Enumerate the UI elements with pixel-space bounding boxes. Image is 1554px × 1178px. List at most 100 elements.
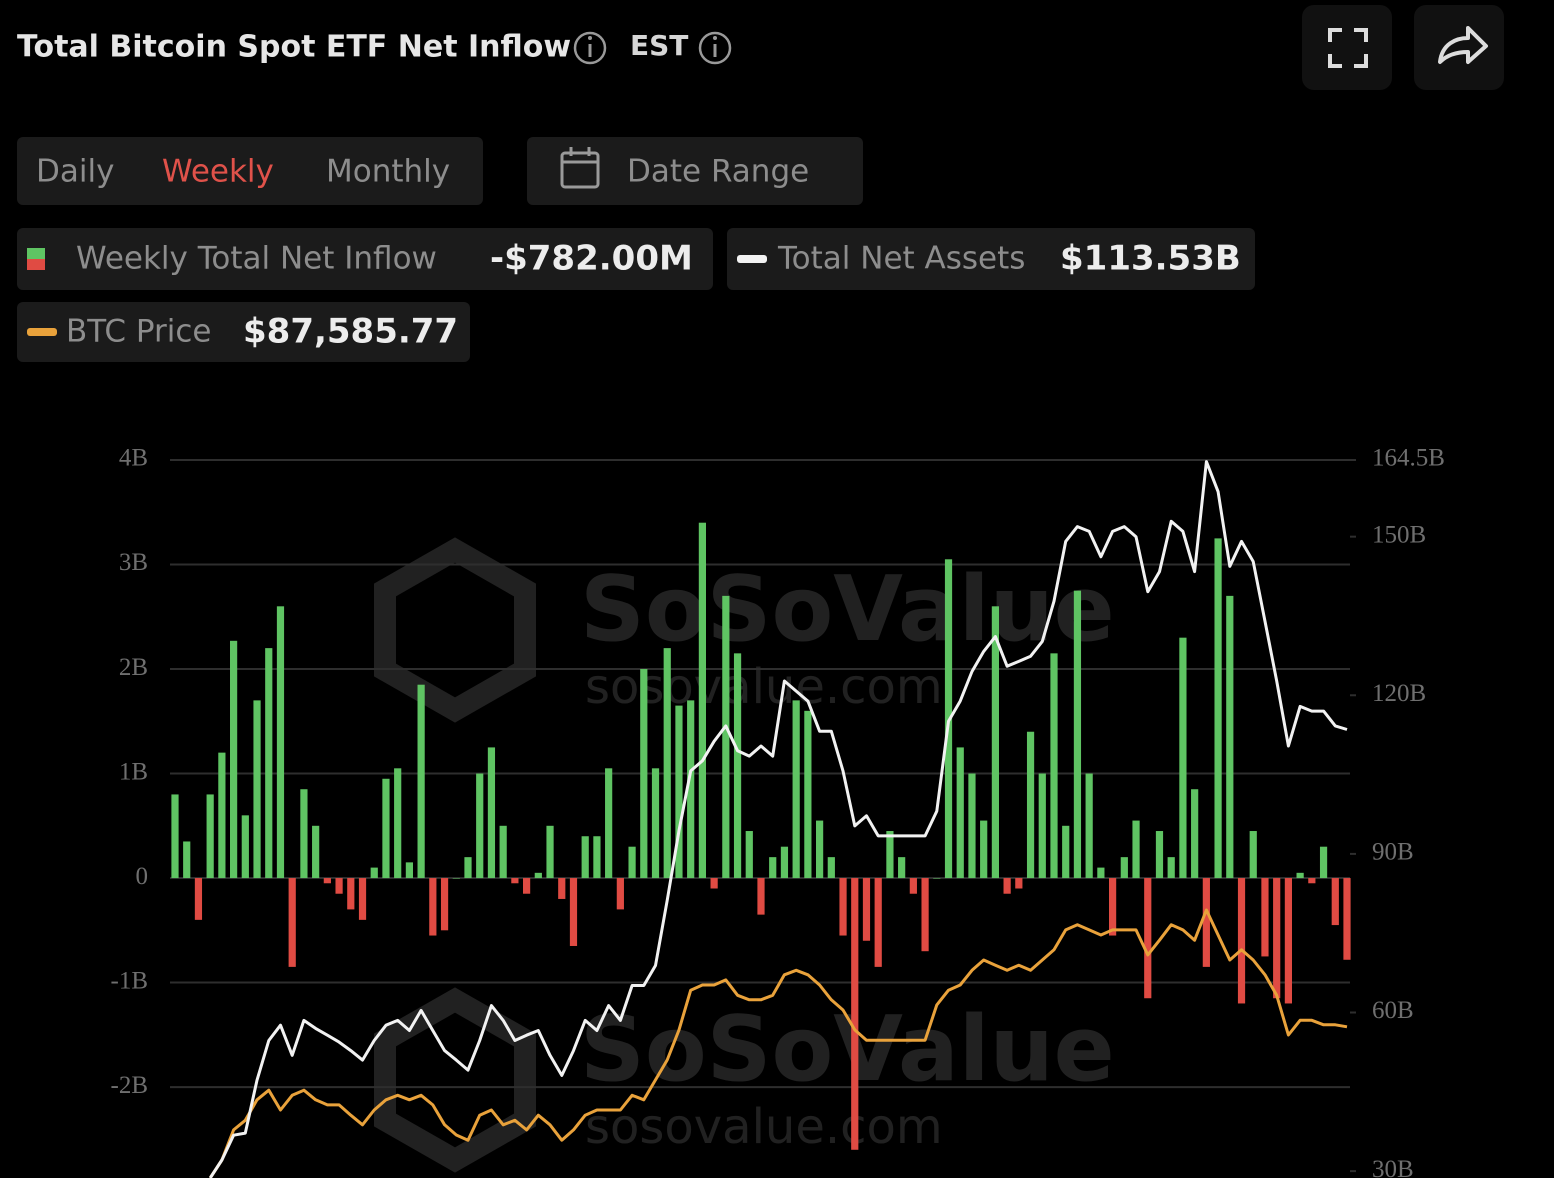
- bar: [593, 836, 601, 879]
- bar: [1038, 773, 1046, 879]
- bar: [1226, 595, 1234, 879]
- bar: [1249, 831, 1257, 879]
- y-tick-label: 3B: [119, 549, 148, 576]
- line: [208, 908, 1348, 1178]
- bar: [1015, 878, 1023, 889]
- bar: [839, 878, 847, 936]
- bar: [991, 606, 999, 879]
- bar: [1144, 878, 1152, 999]
- legend-label[interactable]: Total Net Assets: [777, 241, 1025, 277]
- info-icon[interactable]: [573, 31, 607, 65]
- bar: [1109, 878, 1117, 936]
- bar: [921, 878, 929, 952]
- tabs: Daily Weekly Monthly: [36, 154, 450, 190]
- bar: [804, 710, 812, 879]
- legend-swatch: [27, 248, 45, 259]
- bar: [1120, 857, 1128, 879]
- bar: [335, 878, 343, 894]
- info-icon[interactable]: [698, 31, 732, 65]
- bar: [288, 878, 296, 967]
- legend: Weekly Total Net Inflow -$782.00M Total Ne…: [27, 239, 1241, 352]
- bar: [1132, 820, 1140, 879]
- y2-tick-label: 30B: [1372, 1156, 1414, 1178]
- bar: [933, 878, 941, 879]
- y-tick-label: -2B: [111, 1072, 149, 1099]
- bar: [851, 878, 859, 1150]
- tab[interactable]: Weekly: [162, 154, 274, 190]
- legend-swatch: [27, 328, 57, 336]
- tab[interactable]: Daily: [36, 154, 114, 190]
- bar: [534, 872, 542, 879]
- bar: [300, 789, 308, 879]
- bar: [616, 878, 624, 910]
- fullscreen-button[interactable]: [1302, 5, 1392, 90]
- bar: [663, 648, 671, 879]
- bar: [909, 878, 917, 894]
- line: [208, 460, 1348, 1178]
- bar: [429, 878, 437, 936]
- bar: [405, 862, 413, 879]
- watermark-logo: [374, 537, 536, 723]
- bar: [1155, 831, 1164, 879]
- bar: [898, 857, 906, 879]
- bar: [780, 846, 789, 879]
- legend-label[interactable]: BTC Price: [66, 314, 212, 350]
- bar: [1191, 789, 1199, 879]
- date-range-label: Date Range: [627, 154, 809, 190]
- bar: [1296, 872, 1304, 879]
- bar: [476, 773, 484, 879]
- bar: [886, 831, 894, 879]
- bar: [323, 878, 331, 884]
- tab[interactable]: Monthly: [326, 154, 450, 190]
- bar: [980, 820, 988, 879]
- bar: [241, 815, 249, 879]
- bar: [1085, 773, 1093, 879]
- share-button[interactable]: [1414, 5, 1504, 90]
- legend-value: -$782.00M: [490, 239, 693, 279]
- date-range-button[interactable]: Date Range: [527, 137, 863, 205]
- bar: [440, 878, 449, 931]
- bar: [687, 700, 695, 879]
- bar: [722, 595, 730, 879]
- bar: [569, 878, 578, 946]
- bar: [628, 846, 636, 879]
- bar: [1214, 538, 1222, 879]
- bar: [1261, 878, 1269, 957]
- bar: [1026, 731, 1035, 879]
- legend-swatch: [737, 255, 767, 263]
- bar: [698, 522, 706, 879]
- bar: [1308, 878, 1316, 884]
- bar: [874, 878, 882, 967]
- bar: [230, 640, 238, 879]
- bar: [1050, 653, 1058, 879]
- tab-group: [17, 137, 483, 205]
- bar: [605, 768, 613, 879]
- watermark-brand: SoSoValue: [580, 997, 1115, 1102]
- y-tick-label: -1B: [111, 967, 149, 994]
- bar: [581, 836, 589, 879]
- y2-tick-label: 164.5B: [1372, 445, 1445, 472]
- bar: [968, 773, 976, 879]
- y2-tick-label: 60B: [1372, 997, 1414, 1024]
- bar: [511, 878, 519, 884]
- title: Total Bitcoin Spot ETF Net Inflow: [17, 30, 571, 65]
- bar: [956, 747, 964, 879]
- bar: [358, 878, 367, 920]
- bar: [1319, 846, 1328, 879]
- bar: [487, 747, 496, 879]
- legend-label[interactable]: Weekly Total Net Inflow: [76, 241, 437, 277]
- bar: [1167, 857, 1175, 879]
- bar: [827, 857, 835, 879]
- bar: [218, 752, 226, 879]
- bar: [757, 878, 765, 915]
- bar: [1284, 878, 1292, 1004]
- bar: [382, 778, 390, 879]
- bar: [1097, 867, 1105, 879]
- bar: [710, 878, 718, 889]
- bar: [546, 825, 554, 879]
- bar: [792, 700, 800, 879]
- bar: [523, 878, 531, 894]
- y-tick-label: 2B: [119, 654, 148, 681]
- bar: [183, 841, 191, 879]
